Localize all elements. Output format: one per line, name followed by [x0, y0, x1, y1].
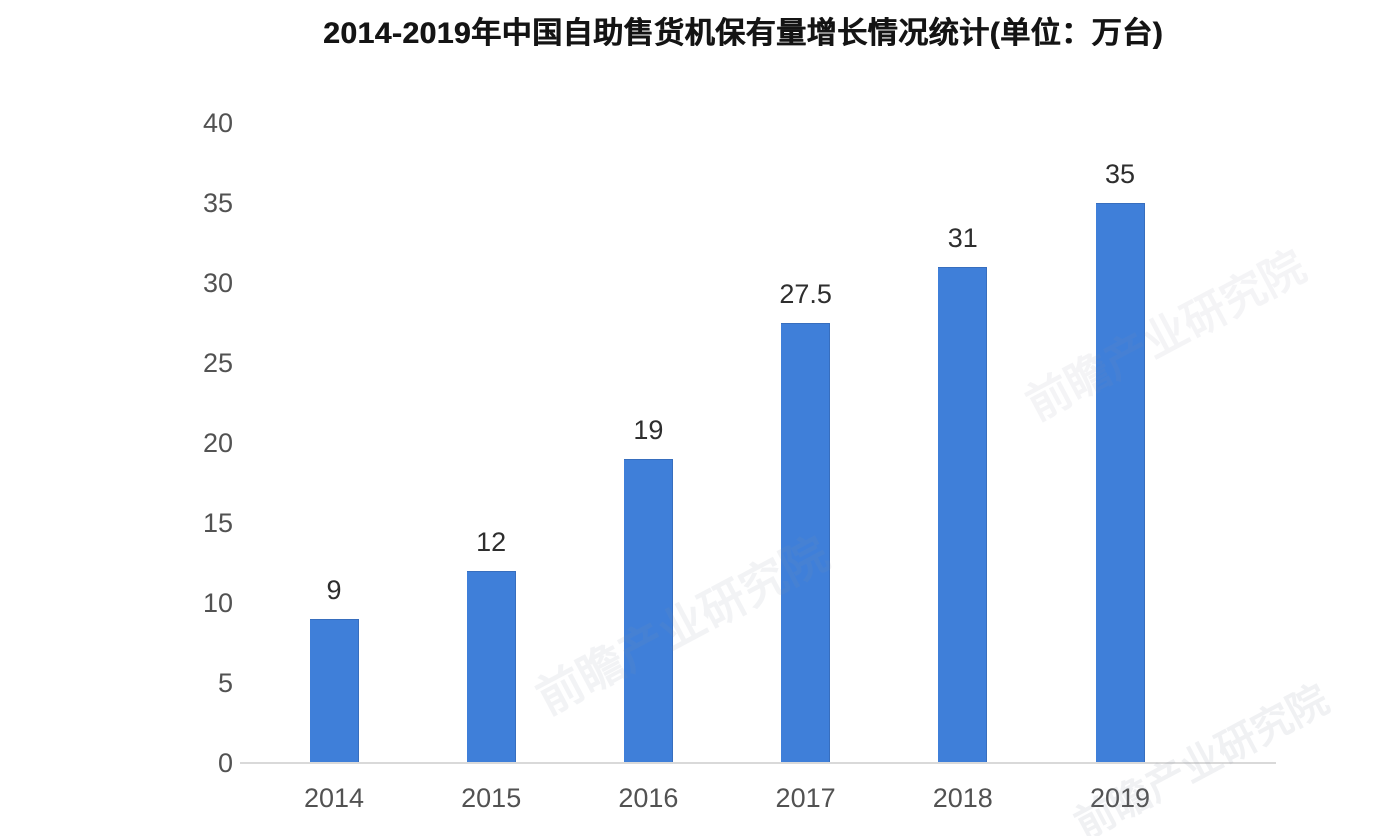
- bar-value-label-2017: 27.5: [779, 279, 832, 309]
- bar-2014: [309, 619, 359, 763]
- bar-2017: [781, 323, 831, 763]
- bar-2018: [938, 267, 988, 763]
- bar-value-label-2018: 31: [947, 223, 978, 253]
- bar-value-label-2015: 12: [476, 527, 507, 557]
- x-tick-label-2014: 2014: [303, 783, 365, 813]
- y-tick-label-30: 30: [202, 268, 233, 298]
- x-tick-label-2017: 2017: [775, 783, 836, 813]
- chart-title: 2014-2019年中国自助售货机保有量增长情况统计(单位：万台): [323, 17, 1163, 50]
- y-tick-label-40: 40: [202, 108, 233, 138]
- x-axis-line: [240, 762, 1276, 764]
- watermark-text: 前瞻产业研究院: [1018, 242, 1314, 430]
- bar-value-label-2016: 19: [633, 415, 664, 445]
- y-tick-label-15: 15: [202, 508, 233, 538]
- y-tick-label-25: 25: [202, 348, 233, 378]
- x-tick-label-2015: 2015: [461, 783, 522, 813]
- bar-value-label-2019: 35: [1104, 159, 1136, 189]
- bar-value-label-2014: 9: [326, 575, 342, 605]
- bar-2015: [466, 571, 516, 763]
- x-tick-label-2016: 2016: [618, 783, 679, 813]
- y-tick-label-35: 35: [202, 188, 233, 218]
- bar-2019: [1095, 203, 1145, 763]
- y-tick-label-0: 0: [217, 748, 233, 778]
- y-tick-label-20: 20: [202, 428, 233, 458]
- bar-2016: [623, 459, 673, 763]
- x-tick-label-2019: 2019: [1089, 783, 1151, 813]
- x-tick-label-2018: 2018: [932, 783, 993, 813]
- y-tick-label-10: 10: [202, 588, 233, 618]
- y-tick-label-5: 5: [217, 668, 233, 698]
